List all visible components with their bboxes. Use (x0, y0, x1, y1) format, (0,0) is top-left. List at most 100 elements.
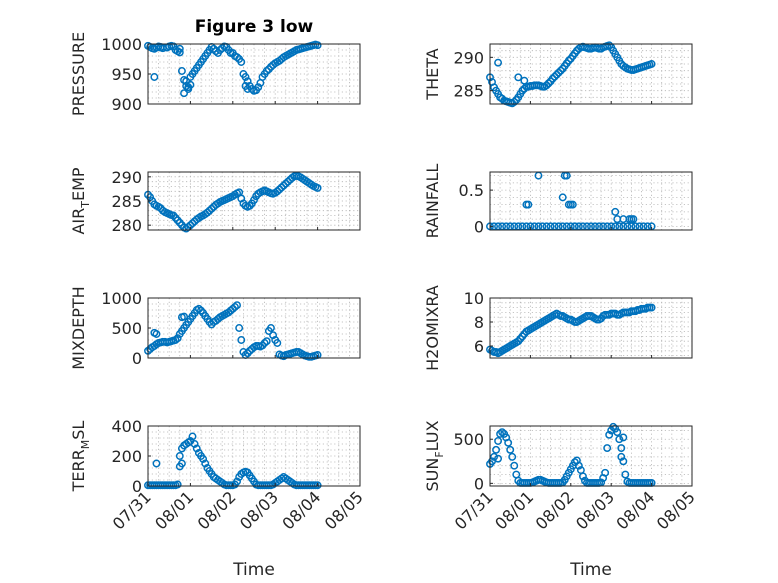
data-point (279, 181, 288, 190)
data-point (262, 337, 271, 346)
chart-title: Figure 3 low (195, 17, 314, 37)
data-point (494, 437, 503, 445)
data-point (207, 204, 216, 213)
data-point (617, 452, 626, 461)
plot-area (490, 426, 692, 486)
data-point (283, 177, 292, 186)
data-point (617, 444, 626, 453)
data-point (613, 215, 622, 224)
y-axis-label-tail: EMP (69, 167, 88, 201)
data-point (180, 89, 188, 98)
data-point (603, 444, 612, 453)
y-axis-label-tail: SL (69, 421, 88, 440)
data-point (609, 422, 618, 431)
data-point (188, 432, 197, 441)
data-point (605, 430, 614, 439)
y-tick-label: 500 (111, 319, 142, 338)
axes-box (489, 425, 693, 487)
y-tick-label: 1000 (101, 289, 142, 308)
y-axis-label: AIRTEMP (69, 167, 92, 234)
y-tick-label: 285 (453, 82, 484, 101)
data-point (173, 480, 182, 489)
axes-box (489, 43, 693, 105)
data-point (629, 215, 638, 224)
data-point (542, 81, 551, 90)
data-point (504, 438, 513, 447)
plot-area (490, 172, 692, 230)
y-axis-label-main: AIR (69, 208, 88, 235)
data-point (188, 219, 197, 228)
y-tick-label: 200 (111, 447, 142, 466)
data-point (524, 200, 533, 209)
data-point (281, 179, 290, 188)
y-tick-label: 8 (474, 313, 484, 332)
data-point (177, 67, 186, 75)
data-point (548, 74, 557, 83)
data-point (205, 206, 214, 215)
y-axis-label-main: RAINFALL (423, 164, 442, 239)
data-point (621, 470, 630, 479)
data-point (233, 301, 241, 310)
y-tick-label: 290 (111, 168, 142, 187)
data-point (647, 303, 656, 312)
subplot-theta: 285 290 THETA (423, 41, 693, 108)
data-point (173, 334, 182, 343)
y-axis-label: PRESSURE (69, 32, 88, 116)
data-point (237, 58, 246, 66)
y-axis-label-main: THETA (423, 48, 442, 100)
y-axis-label-subscript: M (79, 440, 92, 450)
y-tick-label: 285 (111, 192, 142, 211)
data-point (152, 459, 161, 468)
data-point (619, 457, 628, 466)
data-point (550, 72, 559, 81)
data-point (558, 193, 567, 202)
y-axis-label-main: TERR (69, 449, 88, 492)
y-axis-label: THETA (423, 48, 442, 100)
data-point (233, 477, 241, 486)
data-point (494, 58, 503, 67)
y-axis-label-tail: LUX (423, 420, 442, 451)
data-point (277, 183, 286, 192)
data-point (192, 444, 201, 453)
data-point (613, 428, 622, 437)
data-point (520, 76, 529, 85)
y-tick-label: 280 (111, 216, 142, 235)
y-axis-label-main: PRESSURE (69, 32, 88, 116)
data-point (556, 66, 565, 75)
subplot-mixdepth: 0 500 1000 MIXDEPTH (69, 286, 361, 370)
data-point (568, 200, 577, 209)
plot-area (490, 298, 692, 358)
subplot-airtemp: 280 285 290 AIRTEMP (69, 167, 361, 235)
data-point (211, 47, 220, 56)
y-axis-label: RAINFALL (423, 164, 442, 239)
data-point (554, 68, 563, 77)
y-axis-label-main: H2OMIXRA (423, 285, 442, 371)
y-axis-label: H2OMIXRA (423, 285, 442, 371)
data-point (615, 435, 624, 444)
y-tick-label: 290 (453, 48, 484, 67)
data-point (514, 73, 523, 82)
subplot-h2omixra: 6 8 10 H2OMIXRA (423, 285, 693, 371)
data-point (175, 452, 184, 460)
y-tick-label: 0.5 (459, 181, 484, 200)
data-point (175, 44, 184, 53)
data-point (262, 67, 271, 75)
data-point (186, 80, 195, 89)
data-point (169, 42, 178, 51)
data-point (490, 452, 498, 461)
data-point (150, 73, 159, 81)
axes-box (489, 297, 693, 359)
y-axis-label: TERRMSL (69, 421, 92, 493)
data-point (647, 60, 656, 68)
data-point (180, 312, 188, 321)
data-point (510, 461, 519, 470)
data-point (518, 86, 527, 95)
data-point (510, 98, 519, 106)
data-point (199, 455, 208, 463)
y-tick-label: 0 (132, 349, 142, 368)
axes-box (489, 171, 693, 231)
data-point (578, 472, 587, 481)
y-tick-label: 0 (474, 217, 484, 236)
data-point (267, 324, 275, 332)
